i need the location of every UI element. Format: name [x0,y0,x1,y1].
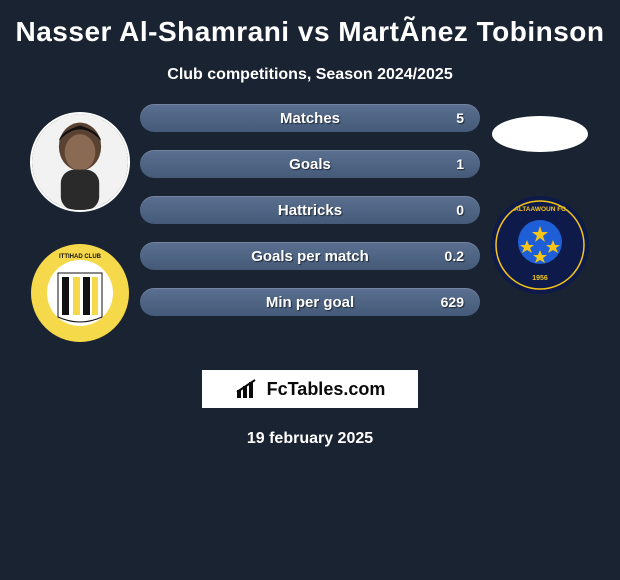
comparison-card: Nasser Al-Shamrani vs MartÃ­nez Tobinson… [0,0,620,458]
stat-row-matches: Matches 5 [140,104,480,132]
club-left-badge: ITTIHAD CLUB [31,244,129,342]
right-column: ALTAAWOUN FC 1956 [480,104,600,294]
stat-value: 1 [456,156,464,172]
stat-label: Matches [280,110,340,127]
stat-row-hattricks: Hattricks 0 [140,196,480,224]
date-text: 19 february 2025 [247,430,373,448]
stats-column: Matches 5 Goals 1 Hattricks 0 Goals per … [140,104,480,316]
brand-watermark[interactable]: FcTables.com [202,370,418,408]
page-subtitle: Club competitions, Season 2024/2025 [167,66,452,84]
stat-label: Goals [289,156,331,173]
page-title: Nasser Al-Shamrani vs MartÃ­nez Tobinson [16,16,605,48]
stat-value: 629 [441,294,464,310]
avatar-silhouette-icon [32,114,128,210]
main-row: ITTIHAD CLUB Matches 5 Goals 1 Hattricks… [0,104,620,342]
svg-text:ALTAAWOUN FC: ALTAAWOUN FC [514,206,566,213]
stat-row-goals: Goals 1 [140,150,480,178]
club-right-crest-icon: ALTAAWOUN FC 1956 [491,196,589,294]
club-right-badge: ALTAAWOUN FC 1956 [491,196,589,294]
bar-chart-icon [235,378,261,400]
player-right-avatar-placeholder [492,116,588,152]
svg-text:1956: 1956 [532,275,548,282]
player-left-avatar [30,112,130,212]
stat-label: Goals per match [251,248,369,265]
stat-label: Hattricks [278,202,342,219]
stat-row-goals-per-match: Goals per match 0.2 [140,242,480,270]
stat-value: 5 [456,110,464,126]
stat-value: 0 [456,202,464,218]
club-left-crest-icon: ITTIHAD CLUB [31,244,129,342]
stat-value: 0.2 [445,248,464,264]
brand-text: FcTables.com [267,379,386,400]
left-column: ITTIHAD CLUB [20,104,140,342]
stat-row-min-per-goal: Min per goal 629 [140,288,480,316]
stat-label: Min per goal [266,294,354,311]
svg-text:ITTIHAD CLUB: ITTIHAD CLUB [59,254,102,260]
